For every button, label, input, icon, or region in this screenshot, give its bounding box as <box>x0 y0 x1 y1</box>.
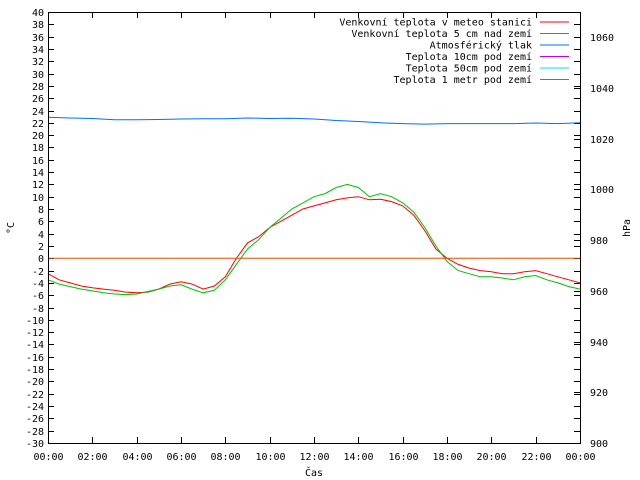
y-left-tick-label: 32 <box>32 57 44 68</box>
x-tick-label: 14:00 <box>343 452 373 463</box>
y-left-tick-label: 6 <box>38 217 44 228</box>
y-left-tick-label: 28 <box>32 82 44 93</box>
legend-label: Teplota 1 metr pod zemí <box>394 74 532 86</box>
x-tick-label: 20:00 <box>476 452 506 463</box>
y-left-tick-label: 30 <box>32 70 44 81</box>
y-left-tick-label: 40 <box>32 8 44 19</box>
y-left-tick-label: -12 <box>26 328 44 339</box>
y-left-tick-label: 18 <box>32 143 44 154</box>
y-left-tick-label: -30 <box>26 439 44 450</box>
x-tick-label: 18:00 <box>432 452 462 463</box>
y-right-tick-label: 900 <box>590 439 608 450</box>
series-line-2 <box>47 116 581 125</box>
y-left-tick-label: 22 <box>32 119 44 130</box>
x-tick-label: 22:00 <box>521 452 551 463</box>
y-left-tick-label: -8 <box>32 304 44 315</box>
legend-label: Teplota 50cm pod zemí <box>406 63 532 75</box>
x-tick-label: 00:00 <box>565 452 595 463</box>
legend: Venkovní teplota v meteo staniciVenkovní… <box>339 17 569 86</box>
y-left-tick-label: -28 <box>26 427 44 438</box>
series-line-1 <box>47 183 581 296</box>
y-axis-right-label: hPa <box>622 219 633 237</box>
y-left-tick-label: 14 <box>32 168 44 179</box>
y-left-tick-label: -10 <box>26 316 44 327</box>
y-left-tick-label: 12 <box>32 180 44 191</box>
y-right-tick-label: 1040 <box>590 84 614 95</box>
plot-lines <box>47 116 581 296</box>
x-tick-label: 12:00 <box>299 452 329 463</box>
y-right-tick-label: 940 <box>590 338 608 349</box>
y-left-tick-label: 26 <box>32 94 44 105</box>
legend-label: Venkovní teplota v meteo stanici <box>339 17 532 29</box>
y-axis-left-label: °C <box>6 222 17 234</box>
x-tick-label: 04:00 <box>122 452 152 463</box>
y-left-tick-label: -2 <box>32 267 44 278</box>
x-tick-label: 00:00 <box>33 452 63 463</box>
y-right-tick-label: 1000 <box>590 185 614 196</box>
y-left-tick-label: -22 <box>26 390 44 401</box>
y-left-tick-label: -24 <box>26 402 44 413</box>
x-axis-label: Čas <box>305 466 323 479</box>
series-line-0 <box>47 196 581 294</box>
y-left-tick-label: 10 <box>32 193 44 204</box>
y-left-tick-label: -6 <box>32 291 44 302</box>
plot-frame <box>48 12 581 444</box>
y-left-tick-label: 0 <box>38 254 44 265</box>
legend-label: Teplota 10cm pod zemí <box>406 51 532 63</box>
y-right-tick-label: 1020 <box>590 135 614 146</box>
legend-label: Atmosférický tlak <box>430 40 532 52</box>
y-left-tick-label: -14 <box>26 340 44 351</box>
y-left-tick-label: 4 <box>38 230 44 241</box>
y-left-tick-label: 36 <box>32 33 44 44</box>
x-tick-label: 02:00 <box>77 452 107 463</box>
y-left-tick-label: -18 <box>26 365 44 376</box>
x-tick-label: 10:00 <box>255 452 285 463</box>
y-left-tick-label: 16 <box>32 156 44 167</box>
y-left-tick-label: 2 <box>38 242 44 253</box>
y-left-tick-label: -20 <box>26 377 44 388</box>
legend-label: Venkovní teplota 5 cm nad zemí <box>351 28 532 40</box>
y-left-tick-label: -16 <box>26 353 44 364</box>
y-left-tick-label: 8 <box>38 205 44 216</box>
y-left-tick-label: -4 <box>32 279 44 290</box>
y-left-tick-label: 20 <box>32 131 44 142</box>
x-tick-label: 16:00 <box>388 452 418 463</box>
y-right-tick-label: 1060 <box>590 33 614 44</box>
y-left-tick-label: 38 <box>32 20 44 31</box>
x-tick-label: 08:00 <box>210 452 240 463</box>
y-right-tick-label: 960 <box>590 287 608 298</box>
y-right-tick-label: 980 <box>590 236 608 247</box>
x-tick-label: 06:00 <box>166 452 196 463</box>
axes: 4038363432302826242220181614121086420-2-… <box>26 8 614 463</box>
y-right-tick-label: 920 <box>590 388 608 399</box>
y-left-tick-label: 34 <box>32 45 44 56</box>
y-left-tick-label: 24 <box>32 107 44 118</box>
y-left-tick-label: -26 <box>26 414 44 425</box>
